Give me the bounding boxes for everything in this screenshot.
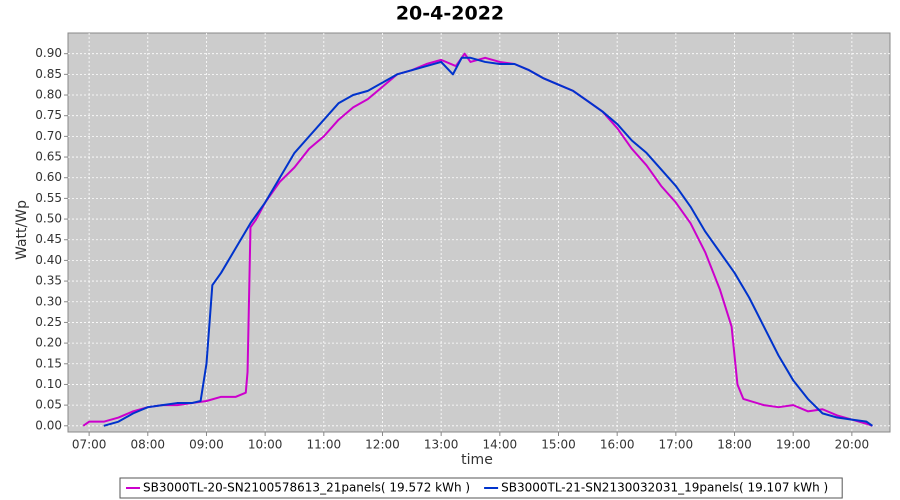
x-tick-label: 10:00 bbox=[248, 438, 283, 452]
y-tick-label: 0.05 bbox=[35, 398, 62, 412]
series-line bbox=[82, 52, 873, 427]
legend-label: SB3000TL-20-SN2100578613_21panels( 19.57… bbox=[143, 481, 470, 495]
y-tick-label: 0.65 bbox=[35, 150, 62, 164]
y-tick-label: 0.70 bbox=[35, 129, 62, 143]
x-tick-label: 12:00 bbox=[365, 438, 400, 452]
series-line bbox=[103, 56, 873, 427]
x-tick-label: 14:00 bbox=[483, 438, 518, 452]
chart-title: 20-4-2022 bbox=[396, 3, 504, 25]
y-tick-label: 0.75 bbox=[35, 108, 62, 122]
y-tick-label: 0.80 bbox=[35, 88, 62, 102]
x-tick-label: 15:00 bbox=[541, 438, 576, 452]
x-tick-label: 08:00 bbox=[130, 438, 165, 452]
x-tick-label: 17:00 bbox=[659, 438, 694, 452]
y-tick-label: 0.35 bbox=[35, 274, 62, 288]
x-tick-label: 09:00 bbox=[189, 438, 224, 452]
x-axis-label: time bbox=[461, 452, 493, 468]
legend-box bbox=[119, 477, 843, 499]
plot-background bbox=[67, 32, 891, 433]
x-tick-label: 11:00 bbox=[307, 438, 342, 452]
y-axis-label: Watt/Wp bbox=[14, 200, 30, 260]
x-tick-label: 19:00 bbox=[776, 438, 811, 452]
x-tick-label: 18:00 bbox=[717, 438, 752, 452]
y-tick-label: 0.40 bbox=[35, 253, 62, 267]
y-tick-label: 0.90 bbox=[35, 46, 62, 60]
y-tick-label: 0.50 bbox=[35, 212, 62, 226]
x-tick-label: 07:00 bbox=[72, 438, 107, 452]
y-tick-label: 0.30 bbox=[35, 294, 62, 308]
y-tick-label: 0.85 bbox=[35, 67, 62, 81]
y-tick-label: 0.55 bbox=[35, 191, 62, 205]
y-tick-label: 0.25 bbox=[35, 315, 62, 329]
y-tick-label: 0.45 bbox=[35, 232, 62, 246]
y-tick-label: 0.60 bbox=[35, 170, 62, 184]
y-tick-label: 0.15 bbox=[35, 356, 62, 370]
y-tick-label: 0.00 bbox=[35, 418, 62, 432]
x-tick-label: 13:00 bbox=[424, 438, 459, 452]
legend: SB3000TL-20-SN2100578613_21panels( 19.57… bbox=[119, 477, 843, 499]
legend-label: SB3000TL-21-SN2130032031_19panels( 19.10… bbox=[501, 481, 828, 495]
y-tick-label: 0.20 bbox=[35, 336, 62, 350]
y-tick-label: 0.10 bbox=[35, 377, 62, 391]
x-tick-label: 16:00 bbox=[600, 438, 635, 452]
x-tick-label: 20:00 bbox=[835, 438, 870, 452]
